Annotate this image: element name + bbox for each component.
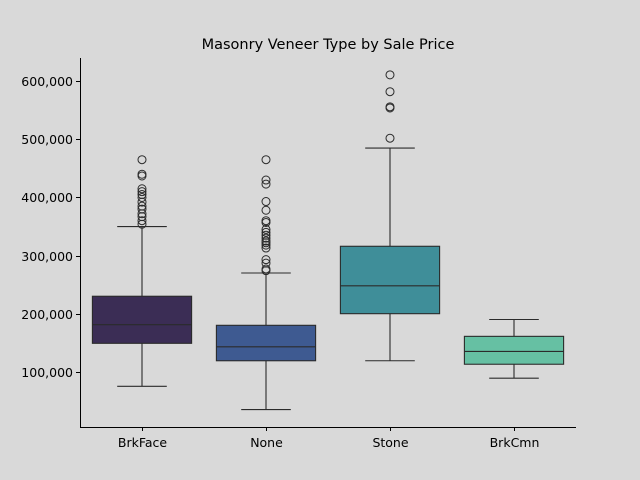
box-brkcmn <box>463 335 565 365</box>
y-tick-label: 200,000 <box>21 307 73 322</box>
outlier-point <box>261 243 271 253</box>
x-tick-label-brkface: BrkFace <box>118 435 168 450</box>
outlier-point <box>385 133 395 143</box>
outlier-point <box>137 171 147 181</box>
outlier-point <box>261 224 271 234</box>
outlier-point <box>261 216 271 226</box>
outlier-point <box>385 103 395 113</box>
outlier-point <box>261 238 271 248</box>
outlier-point <box>385 70 395 80</box>
box-stone <box>339 245 441 315</box>
y-tick-label: 300,000 <box>21 249 73 264</box>
x-axis-ticks: BrkFace None Stone BrkCmn <box>118 427 540 450</box>
outlier-point <box>137 197 147 207</box>
outlier-point <box>137 169 147 179</box>
outlier-point <box>137 216 147 226</box>
x-tick-label-stone: Stone <box>372 435 408 450</box>
outlier-point <box>137 187 147 197</box>
outlier-point <box>261 205 271 215</box>
outlier-point <box>261 217 271 227</box>
y-tick-label: 500,000 <box>21 132 73 147</box>
outlier-point <box>137 209 147 219</box>
outlier-point <box>261 155 271 165</box>
outlier-point <box>385 87 395 97</box>
outlier-point <box>137 192 147 202</box>
y-tick-label: 400,000 <box>21 190 73 205</box>
x-tick-label-none: None <box>250 435 283 450</box>
box-group-none <box>215 155 317 411</box>
box-none <box>215 324 317 362</box>
box-brkface <box>91 295 193 344</box>
x-tick-label-brkcmn: BrkCmn <box>490 435 540 450</box>
y-tick-label: 600,000 <box>21 74 73 89</box>
box-group-brkface <box>91 155 193 387</box>
box-group-stone <box>339 70 441 362</box>
y-tick-label: 100,000 <box>21 365 73 380</box>
chart-title: Masonry Veneer Type by Sale Price <box>202 37 455 53</box>
outlier-point <box>261 240 271 250</box>
outlier-point <box>261 266 271 276</box>
plot-area <box>91 70 565 411</box>
outlier-point <box>261 233 271 243</box>
outlier-point <box>261 264 271 274</box>
outlier-point <box>137 219 147 229</box>
box-group-brkcmn <box>463 318 565 379</box>
outlier-point <box>261 197 271 207</box>
outlier-point <box>261 255 271 265</box>
y-axis-ticks: 100,000 200,000 300,000 400,000 500,000 600,0… <box>21 74 80 380</box>
outlier-point <box>261 175 271 185</box>
outlier-point <box>137 184 147 194</box>
outlier-point <box>261 179 271 189</box>
outlier-point <box>261 227 271 237</box>
outlier-point <box>137 155 147 165</box>
